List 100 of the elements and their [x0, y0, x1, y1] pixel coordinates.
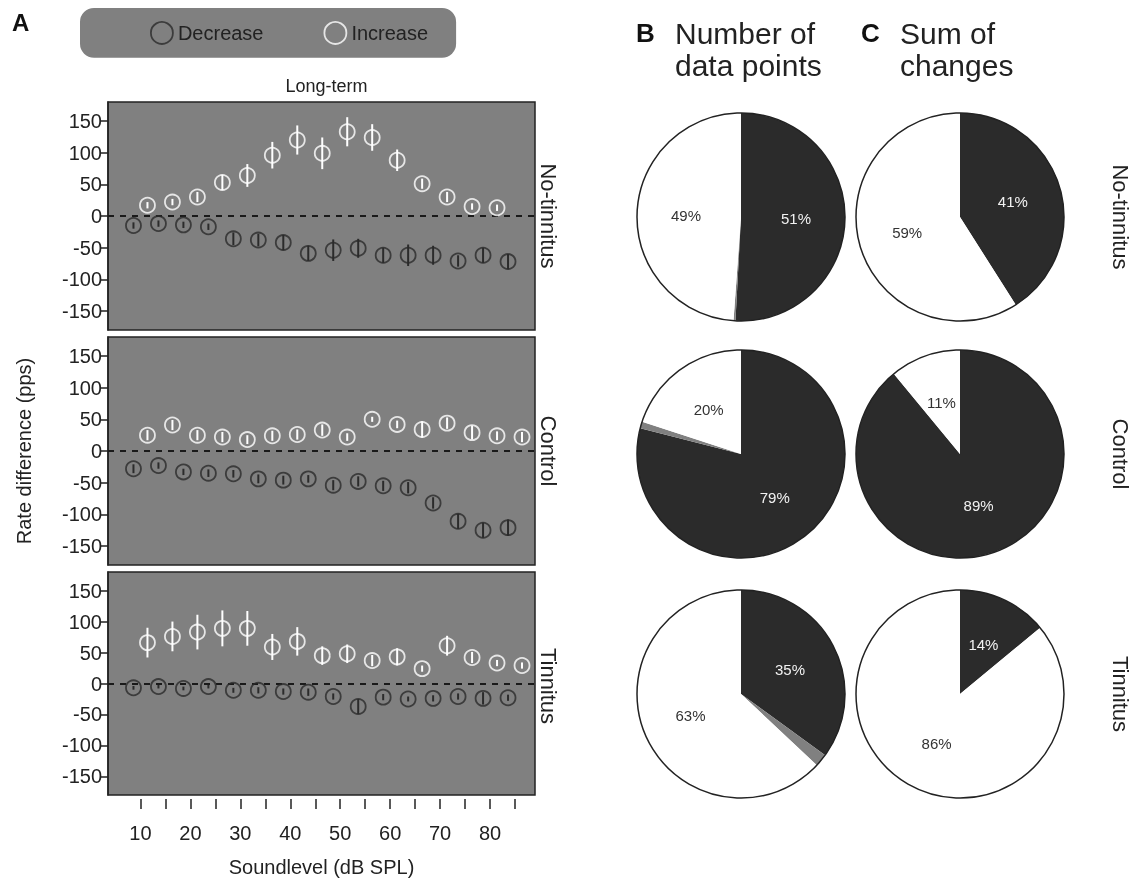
text: B: [636, 18, 655, 48]
point: [513, 657, 531, 674]
point: [388, 151, 406, 169]
point: [449, 252, 467, 270]
point: [164, 628, 181, 645]
point: [463, 649, 481, 666]
point: [238, 431, 256, 448]
point: [175, 680, 192, 697]
point: [200, 678, 217, 695]
point: [139, 196, 156, 214]
point: [363, 410, 381, 428]
point: [238, 167, 256, 184]
data-label: 14%: [968, 635, 999, 653]
text: Tinnitus: [1107, 655, 1133, 733]
point: [449, 688, 467, 705]
point: [150, 457, 167, 474]
point: [224, 230, 242, 248]
text: Control: [535, 415, 561, 487]
point: [424, 246, 442, 264]
y-tick-label: -100: [61, 734, 102, 757]
point: [499, 519, 517, 537]
point: [313, 144, 331, 162]
data-label: 79%: [759, 488, 790, 506]
y-tick-label: -150: [61, 300, 102, 322]
point: [488, 199, 506, 217]
data-label: 41%: [997, 193, 1028, 211]
y-tick-label: -50: [73, 703, 102, 726]
point: [324, 476, 342, 494]
point: [474, 246, 492, 264]
point: [413, 421, 431, 438]
point: [164, 416, 181, 434]
data-label: 35%: [774, 660, 806, 678]
data-label: 49%: [671, 206, 702, 224]
y-tick-label: -150: [61, 765, 102, 788]
point: [213, 174, 231, 191]
point: [438, 414, 456, 432]
point: [488, 427, 506, 445]
y-tick-label: 0: [90, 672, 102, 695]
x-tick-label: 10: [129, 822, 152, 844]
text: C: [861, 18, 880, 48]
y-tick-label: -50: [73, 236, 102, 259]
data-label: 86%: [921, 735, 952, 753]
point: [288, 131, 306, 149]
point: [413, 175, 431, 193]
x-tick-label: 40: [279, 822, 302, 844]
point: [150, 678, 167, 695]
point: [189, 623, 206, 641]
chart-title: Long-term: [285, 76, 368, 96]
point: [125, 217, 142, 234]
y-tick-label: 150: [68, 345, 102, 367]
point: [399, 479, 417, 497]
point: [213, 428, 231, 446]
point: [349, 473, 367, 490]
text: No-tinnitus: [535, 163, 561, 269]
point: [463, 424, 481, 442]
point: [249, 470, 267, 488]
y-tick-label: 0: [90, 205, 102, 227]
point: [463, 198, 481, 215]
point: [388, 648, 406, 666]
point: [399, 246, 417, 264]
data-label: 89%: [963, 497, 994, 515]
point: [424, 689, 442, 707]
point: [449, 512, 467, 530]
y-tick-label: -100: [61, 503, 102, 526]
point: [363, 129, 381, 146]
data-label: 59%: [892, 223, 923, 241]
y-tick-label: 50: [79, 408, 102, 431]
point: [438, 637, 456, 655]
point: [263, 638, 281, 656]
y-tick-label: 50: [79, 173, 102, 196]
point: [299, 244, 317, 262]
point: [374, 246, 392, 264]
x-tick-label: 60: [379, 822, 402, 844]
y-tick-label: 150: [68, 110, 102, 132]
point: [374, 688, 392, 706]
point: [324, 241, 342, 259]
y-tick-label: 50: [79, 641, 102, 664]
point: [139, 634, 156, 652]
point: [338, 428, 356, 446]
point: [238, 619, 256, 637]
point: [474, 689, 492, 707]
text: Control: [1107, 418, 1133, 490]
x-axis-title: Soundlevel (dB SPL): [228, 856, 415, 878]
y-axis-title: Rate difference (pps): [13, 357, 35, 545]
point: [324, 688, 342, 705]
point: [125, 460, 142, 478]
x-tick-label: 70: [428, 822, 452, 844]
point: [338, 123, 356, 141]
point: [175, 216, 192, 234]
point: [488, 654, 506, 672]
point: [224, 465, 242, 483]
y-tick-label: -50: [73, 471, 102, 494]
x-tick-label: 30: [229, 822, 252, 844]
point: [299, 470, 317, 488]
text: A: [12, 8, 30, 36]
y-tick-label: 100: [68, 141, 102, 164]
point: [374, 477, 392, 495]
legend-label: Decrease: [177, 21, 264, 44]
point: [213, 619, 231, 637]
point: [499, 689, 517, 707]
